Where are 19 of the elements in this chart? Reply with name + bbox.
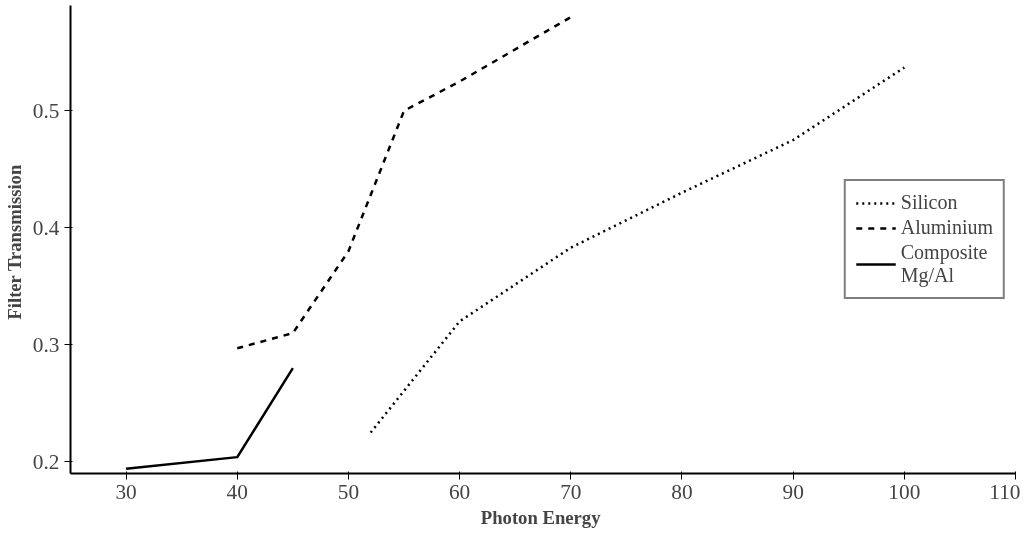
x-tick-label: 80: [671, 479, 693, 504]
x-tick-label: 110: [989, 479, 1021, 504]
x-tick-label: 70: [560, 479, 582, 504]
y-tick-label: 0.3: [32, 332, 60, 357]
legend-label: Composite Mg/Al: [900, 241, 988, 287]
x-tick-label: 60: [448, 479, 471, 504]
x-tick-label: 90: [782, 479, 804, 504]
y-axis-title: Filter Transmission: [3, 164, 25, 320]
y-tick-label: 0.4: [32, 215, 60, 240]
legend-label: Aluminium: [900, 216, 993, 239]
line-series: [236, 15, 573, 350]
y-tick-label: 0.2: [32, 449, 60, 474]
y-tick-label: 0.5: [32, 98, 60, 123]
x-tick-label: 40: [226, 479, 248, 504]
x-tick-label: 100: [888, 479, 921, 504]
legend-label: Silicon: [900, 191, 958, 214]
x-axis-title: Photon Energy: [480, 506, 602, 528]
x-tick-label: 30: [115, 479, 137, 504]
x-tick-label: 50: [337, 479, 360, 504]
